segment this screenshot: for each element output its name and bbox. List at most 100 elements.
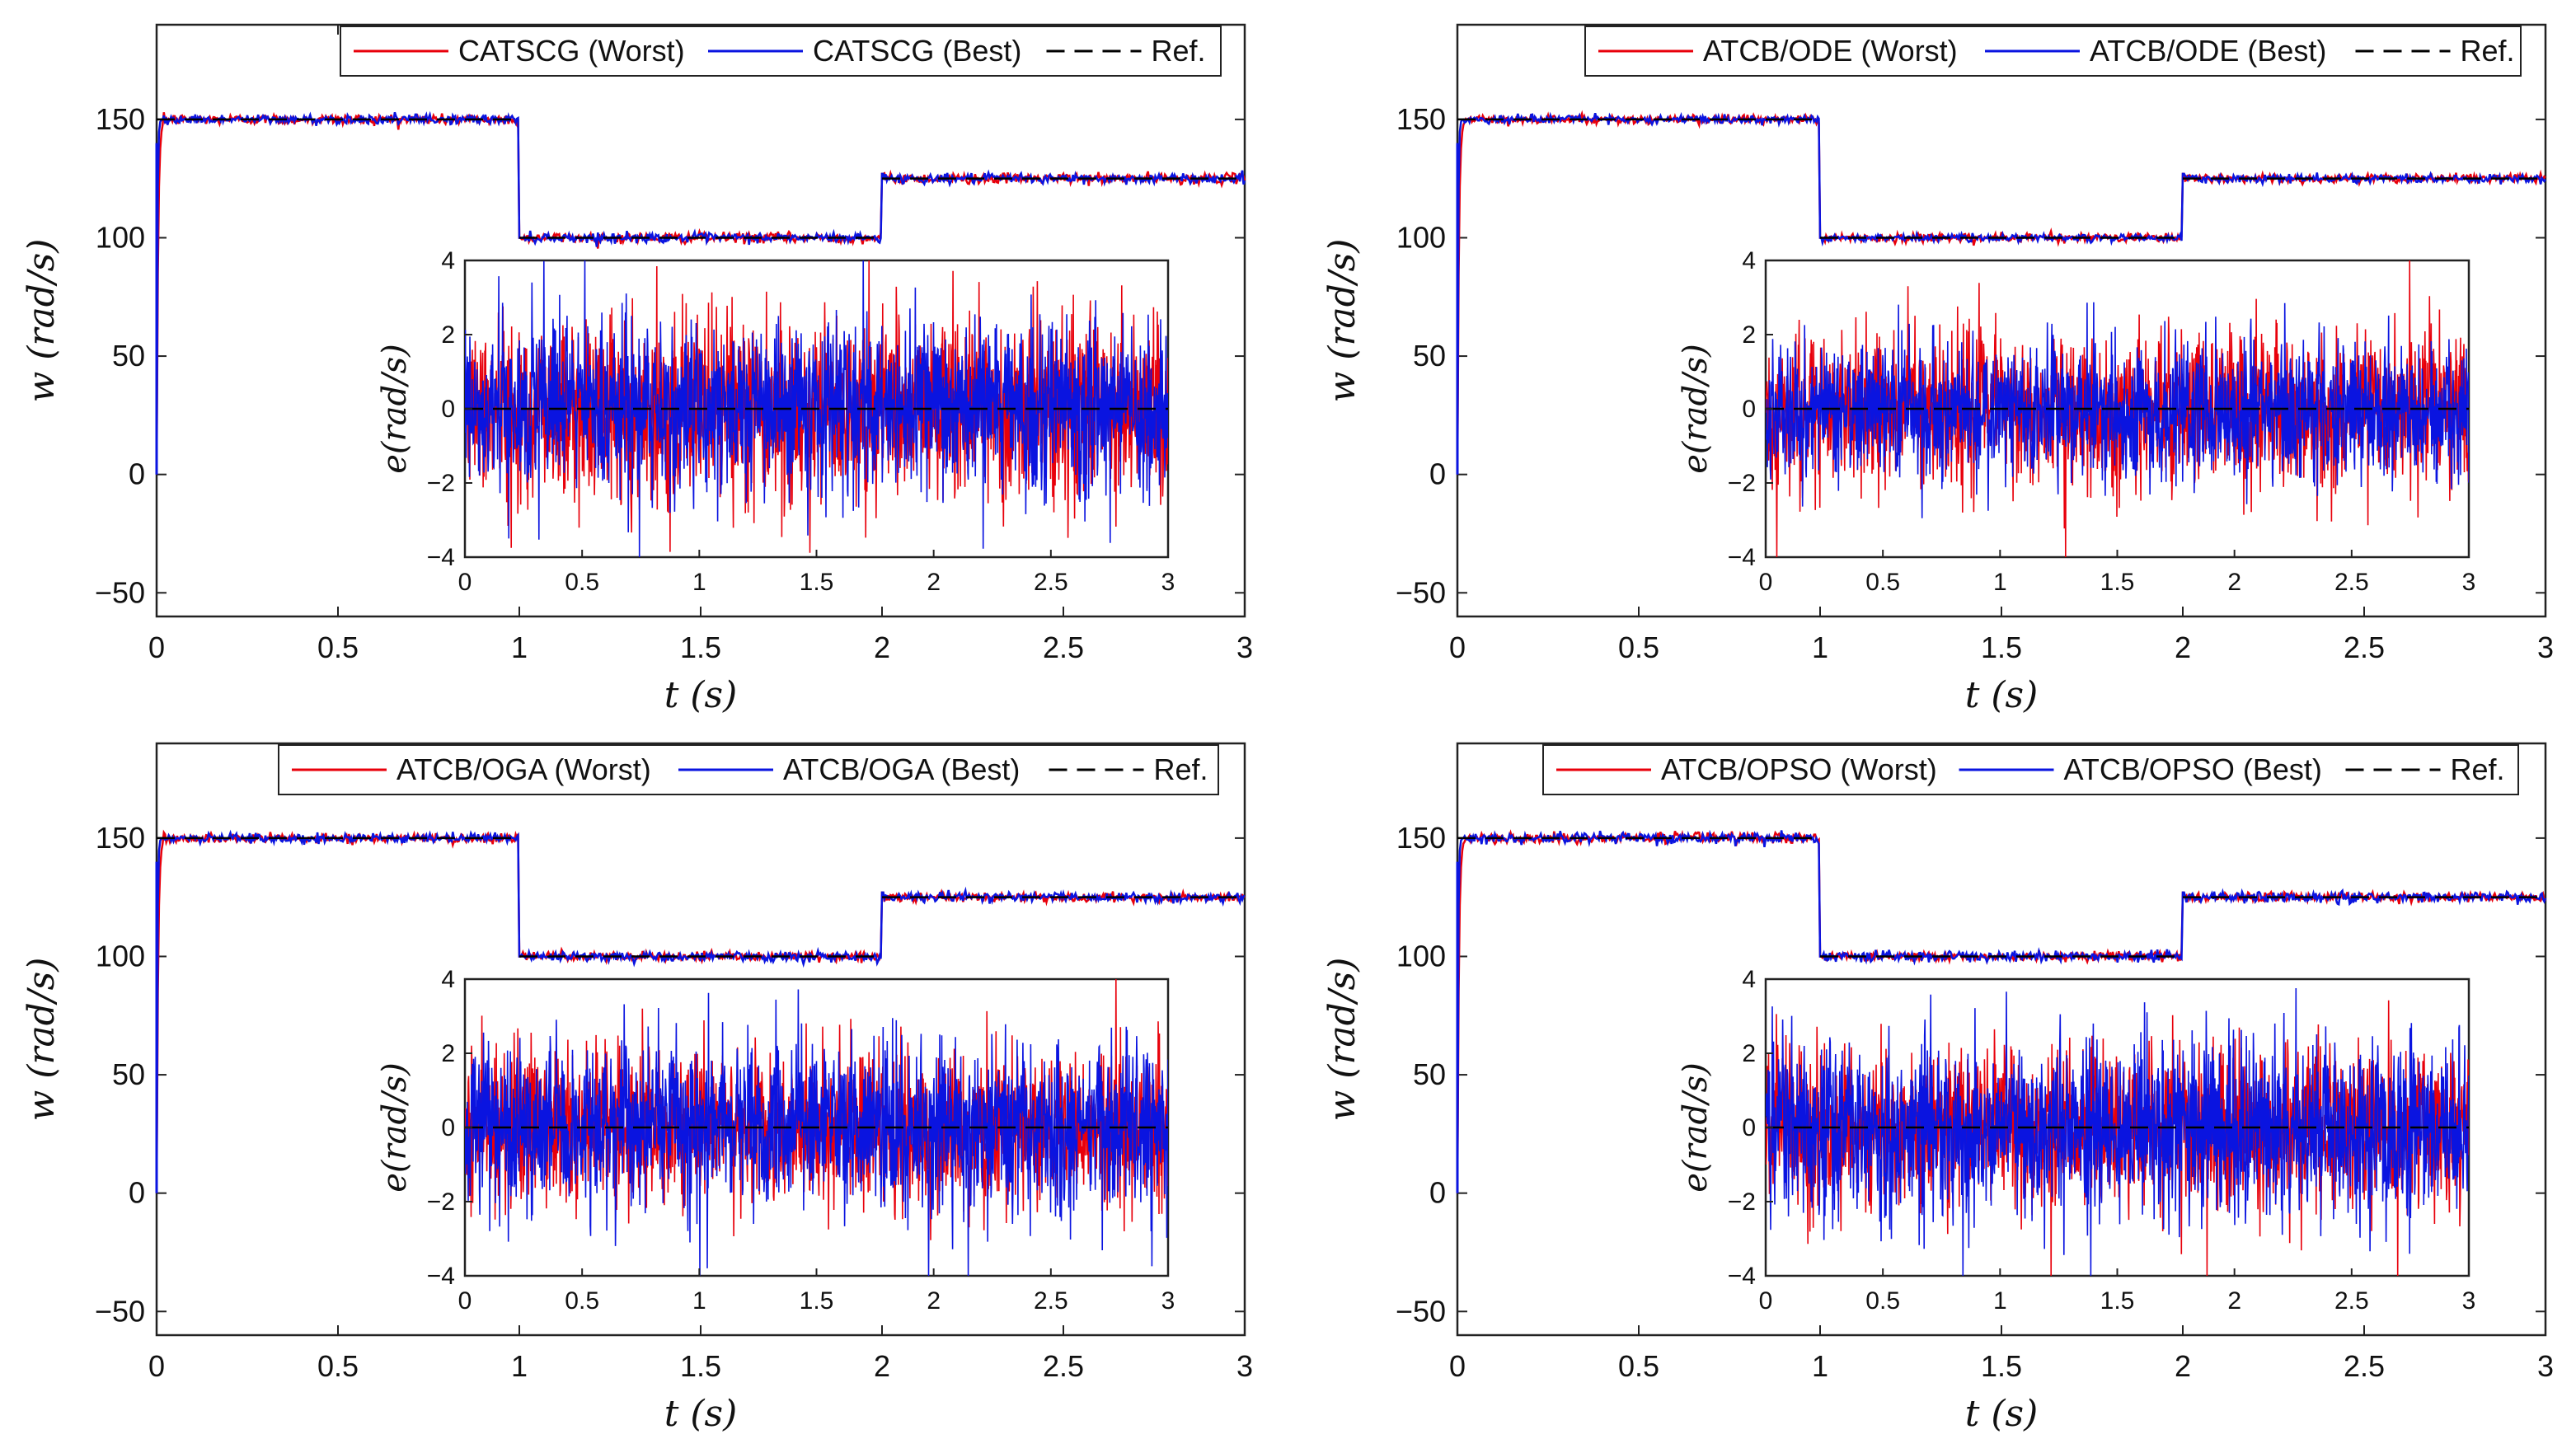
inset-x-tick-label: 2.5 — [2334, 1287, 2369, 1315]
inset-x-tick-label: 1.5 — [800, 1287, 834, 1315]
inset-x-tick-label: 3 — [1161, 569, 1175, 596]
inset-x-tick-label: 2.5 — [1034, 1287, 1068, 1315]
inset-x-tick-label: 0 — [458, 1287, 472, 1315]
inset-x-tick-label: 3 — [2462, 569, 2476, 596]
inset-y-tick-label: 2 — [441, 1040, 455, 1067]
inset-y-tick-label: 4 — [1742, 247, 1756, 274]
y-tick-label: 150 — [1396, 821, 1446, 855]
x-tick-label: 0.5 — [1618, 1349, 1659, 1383]
inset-x-tick-label: 2.5 — [1034, 569, 1068, 596]
y-tick-label: 100 — [96, 939, 145, 973]
legend-label-2: CATSCG (Best) — [813, 34, 1021, 68]
y-tick-label: 50 — [112, 339, 145, 373]
y-axis-label: w (rad/s) — [21, 239, 63, 403]
inset-x-tick-label: 0 — [1759, 569, 1773, 596]
legend-label-3: Ref. — [1152, 34, 1206, 68]
inset-x-tick-label: 0 — [1759, 1287, 1773, 1315]
inset-y-tick-label: −2 — [1728, 1188, 1756, 1216]
inset-x-tick-label: 3 — [2462, 1287, 2476, 1315]
inset-y-tick-label: 0 — [1742, 396, 1756, 423]
legend-label-3: Ref. — [1154, 752, 1208, 786]
y-tick-label: 150 — [96, 102, 145, 136]
inset-x-tick-label: 2 — [927, 569, 941, 596]
x-tick-label: 2.5 — [2344, 630, 2385, 664]
legend-label-2: ATCB/ODE (Best) — [2090, 34, 2326, 68]
legend-label-1: ATCB/OPSO (Worst) — [1661, 752, 1937, 786]
inset-y-tick-label: 2 — [1742, 1040, 1756, 1067]
x-tick-label: 2.5 — [2344, 1349, 2385, 1383]
inset-x-tick-label: 0.5 — [565, 569, 599, 596]
inset-x-tick-label: 2.5 — [2334, 569, 2369, 596]
x-tick-label: 0 — [148, 630, 165, 664]
inset-y-tick-label: 4 — [1742, 966, 1756, 993]
x-axis-label: t (s) — [1965, 674, 2039, 716]
inset-y-tick-label: −2 — [427, 470, 455, 497]
x-axis-label: t (s) — [1965, 1393, 2039, 1435]
x-tick-label: 2.5 — [1043, 630, 1084, 664]
best-error-line — [465, 260, 1168, 557]
y-tick-label: 0 — [1429, 1176, 1446, 1210]
inset-x-tick-label: 1 — [692, 1287, 706, 1315]
legend-label-1: CATSCG (Worst) — [458, 34, 685, 68]
y-tick-label: −50 — [95, 1294, 145, 1328]
x-axis-label: t (s) — [664, 674, 738, 716]
inset-y-tick-label: −4 — [427, 544, 455, 571]
x-tick-label: 0 — [148, 1349, 165, 1383]
x-tick-label: 3 — [2537, 1349, 2554, 1383]
inset-error-plot: 0 0.5 1 1.5 2 2.5 3 −4 −2 0 2 4 e(rad/s) — [1677, 966, 2475, 1315]
inset-y-axis-label: e(rad/s) — [1677, 1062, 1715, 1192]
legend-label-1: ATCB/OGA (Worst) — [396, 752, 651, 786]
inset-x-tick-label: 1.5 — [2100, 569, 2135, 596]
inset-y-tick-label: 4 — [441, 966, 455, 993]
inset-y-axis-label: e(rad/s) — [1677, 344, 1715, 473]
inset-y-tick-label: 2 — [1742, 321, 1756, 349]
inset-x-tick-label: 2 — [2227, 569, 2241, 596]
best-error-line — [1766, 302, 2469, 518]
y-axis-label: w (rad/s) — [1321, 958, 1363, 1122]
x-tick-label: 3 — [2537, 630, 2554, 664]
x-tick-label: 0 — [1449, 1349, 1466, 1383]
inset-y-axis-label: e(rad/s) — [376, 344, 414, 473]
inset-y-tick-label: 2 — [441, 321, 455, 349]
inset-x-tick-label: 0.5 — [565, 1287, 599, 1315]
x-tick-label: 1.5 — [680, 630, 721, 664]
inset-y-tick-label: 0 — [1742, 1114, 1756, 1141]
reference-line — [157, 837, 1245, 958]
inset-x-tick-label: 2 — [927, 1287, 941, 1315]
x-axis-label: t (s) — [664, 1393, 738, 1435]
x-tick-label: 1 — [1812, 1349, 1828, 1383]
x-tick-label: 2.5 — [1043, 1349, 1084, 1383]
worst-response-line — [155, 111, 1246, 475]
x-tick-label: 0.5 — [317, 1349, 359, 1383]
reference-line — [1457, 837, 2546, 958]
inset-y-axis-label: e(rad/s) — [376, 1062, 414, 1192]
inset-y-tick-label: 0 — [441, 396, 455, 423]
inset-y-tick-label: −2 — [427, 1188, 455, 1216]
y-tick-label: −50 — [1396, 575, 1446, 609]
legend-label-2: ATCB/OPSO (Best) — [2064, 752, 2322, 786]
inset-x-tick-label: 2 — [2227, 1287, 2241, 1315]
y-axis-label: w (rad/s) — [1321, 239, 1363, 403]
inset-error-plot: 0 0.5 1 1.5 2 2.5 3 −4 −2 0 2 4 e(rad/s) — [376, 247, 1175, 596]
best-error-line — [465, 989, 1168, 1276]
inset-y-tick-label: −4 — [1728, 544, 1756, 571]
inset-y-tick-label: −2 — [1728, 470, 1756, 497]
legend-label-2: ATCB/OGA (Best) — [783, 752, 1020, 786]
y-tick-label: 50 — [1413, 1057, 1446, 1091]
reference-line — [1457, 118, 2546, 239]
x-tick-label: 0.5 — [1618, 630, 1659, 664]
inset-y-tick-label: −4 — [1728, 1263, 1756, 1290]
x-tick-label: 2 — [2175, 630, 2191, 664]
legend-label-3: Ref. — [2451, 752, 2505, 786]
x-tick-label: 2 — [874, 1349, 890, 1383]
y-tick-label: 0 — [129, 457, 145, 491]
inset-x-tick-label: 0.5 — [1865, 569, 1900, 596]
y-tick-label: −50 — [1396, 1294, 1446, 1328]
x-tick-label: 3 — [1236, 1349, 1253, 1383]
inset-error-plot: 0 0.5 1 1.5 2 2.5 3 −4 −2 0 2 4 e(rad/s) — [376, 966, 1175, 1315]
